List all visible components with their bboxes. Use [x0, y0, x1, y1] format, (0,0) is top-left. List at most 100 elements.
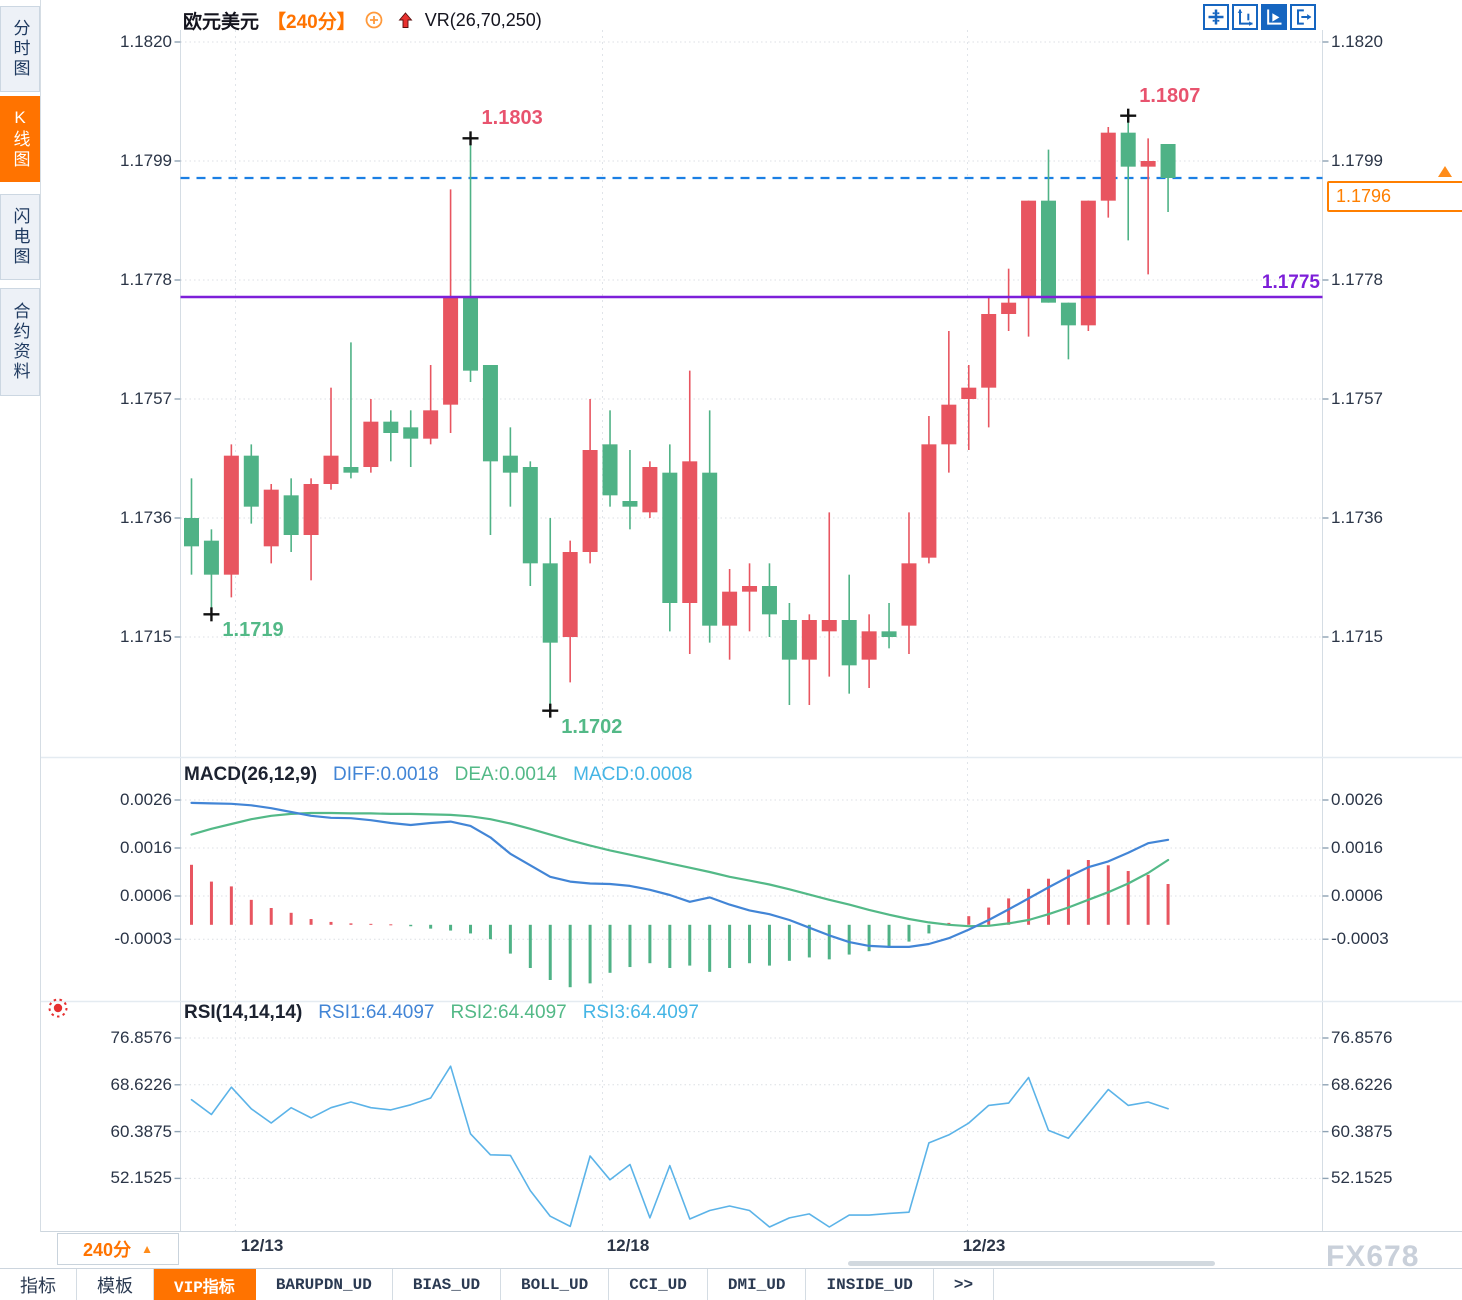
macd-histogram-bar — [449, 924, 453, 931]
macd-histogram-bar — [867, 924, 871, 952]
candle-body — [243, 455, 259, 507]
sidebar-item-contract-info[interactable]: 合约资料 — [0, 288, 40, 396]
macd-histogram-bar — [807, 924, 811, 958]
macd-histogram-bar — [987, 907, 991, 925]
candle-body — [961, 387, 977, 400]
candle-body — [562, 552, 578, 638]
sidebar-item-kline-chart[interactable]: K线图 — [0, 96, 40, 182]
period-selector-label: 240分 — [83, 1240, 132, 1260]
macd-histogram-bar — [648, 924, 652, 964]
candle-body — [781, 620, 797, 660]
sidebar-item-flash-chart[interactable]: 闪电图 — [0, 194, 40, 280]
candle-body — [303, 484, 319, 536]
macd-tick-right: 0.0026 — [1331, 790, 1383, 809]
price-tick-left: 1.1736 — [120, 508, 172, 527]
indicator-tab-bar: 指标 模板 VIP指标 BARUPDN_UD BIAS_UD BOLL_UD CCI_UD D… — [0, 1268, 1462, 1300]
candle-body — [742, 586, 758, 592]
axis-scale-icon[interactable] — [1232, 4, 1258, 30]
candle-body — [1140, 161, 1156, 167]
symbol-title: 欧元美元 — [183, 11, 260, 33]
circle-plus-icon[interactable] — [364, 10, 384, 30]
tab-dmi-ud[interactable]: DMI_UD — [707, 1269, 807, 1300]
macd-histogram-bar — [289, 912, 293, 925]
rsi-tick-left: 60.3875 — [110, 1121, 172, 1141]
tab-boll-ud[interactable]: BOLL_UD — [501, 1269, 610, 1300]
candle-body — [582, 450, 598, 553]
macd-diff-value: DIFF:0.0018 — [333, 764, 439, 785]
candle-body — [941, 404, 957, 445]
tab-指标[interactable]: 指标 — [0, 1269, 77, 1300]
price-annotation: 1.1702 — [561, 715, 623, 738]
date-tick: 12/13 — [240, 1236, 284, 1255]
rsi-name: RSI(14,14,14) — [184, 1002, 303, 1023]
candle-body — [403, 427, 419, 439]
macd-histogram-bar — [927, 924, 931, 934]
macd-histogram-bar — [827, 924, 831, 960]
candle-body — [184, 518, 199, 547]
jump-latest-icon[interactable] — [1290, 4, 1316, 30]
macd-histogram-bar — [349, 923, 353, 925]
macd-tick-right: 0.0006 — [1331, 886, 1383, 905]
pan-crosshair-icon[interactable] — [1203, 4, 1229, 30]
sidebar-divider — [40, 0, 41, 1232]
candle-body — [343, 467, 359, 473]
candle-body — [881, 631, 897, 638]
tab-barupdn-ud[interactable]: BARUPDN_UD — [255, 1269, 393, 1300]
price-tick-left: 1.1778 — [120, 270, 172, 289]
candle-body — [1160, 144, 1176, 179]
candle-body — [443, 297, 459, 405]
macd-histogram-bar — [1027, 888, 1031, 925]
macd-histogram-bar — [209, 881, 213, 925]
price-tick-right: 1.1736 — [1331, 508, 1383, 527]
candle-body — [1021, 200, 1037, 298]
macd-histogram-bar — [688, 924, 692, 966]
tab-vip指标[interactable]: VIP指标 — [154, 1269, 256, 1300]
candle-body — [1060, 302, 1076, 326]
rsi-header: RSI(14,14,14) RSI1:64.4097 RSI2:64.4097 … — [184, 1002, 699, 1024]
macd-dea-value: DEA:0.0014 — [454, 764, 558, 785]
macd-tick-left: -0.0003 — [114, 929, 172, 949]
price-up-triangle-icon — [1438, 166, 1452, 177]
sidebar-item-time-chart[interactable]: 分时图 — [0, 6, 40, 92]
macd-histogram-bar — [429, 924, 433, 929]
period-selector[interactable]: 240分 ▲ — [57, 1233, 179, 1265]
tab-模板[interactable]: 模板 — [77, 1269, 154, 1300]
candle-body — [223, 455, 239, 575]
macd-histogram-bar — [329, 921, 333, 925]
macd-histogram-bar — [668, 924, 672, 968]
tab-cci-ud[interactable]: CCI_UD — [609, 1269, 708, 1300]
macd-histogram-bar — [249, 899, 253, 925]
chart-horizontal-scrollbar[interactable] — [848, 1261, 1215, 1266]
macd-histogram-bar — [1106, 865, 1110, 925]
macd-histogram-bar — [568, 924, 572, 988]
price-tick-left: 1.1757 — [120, 389, 172, 408]
date-tick: 12/23 — [962, 1236, 1006, 1255]
macd-histogram-bar — [628, 924, 632, 968]
price-tick-right: 1.1778 — [1331, 270, 1383, 289]
price-tick-left: 1.1715 — [120, 627, 172, 646]
macd-histogram-bar — [190, 864, 193, 925]
macd-histogram-bar — [528, 924, 532, 968]
indicator-settings-sun-icon[interactable] — [44, 994, 72, 1027]
macd-histogram-bar — [1046, 878, 1050, 925]
indicator-title: VR(26,70,250) — [424, 9, 542, 30]
tab-inside-ud[interactable]: INSIDE_UD — [806, 1269, 934, 1300]
tab--[interactable]: >> — [933, 1269, 995, 1300]
candle-body — [821, 620, 837, 632]
candle-body — [1080, 200, 1096, 326]
period-selector-arrow-icon: ▲ — [141, 1242, 153, 1256]
rsi-tick-right: 60.3875 — [1331, 1121, 1393, 1141]
macd-tick-right: -0.0003 — [1331, 929, 1389, 949]
rsi-line — [190, 1065, 1169, 1228]
tab-bias-ud[interactable]: BIAS_UD — [392, 1269, 502, 1300]
macd-histogram-bar — [1146, 874, 1150, 925]
macd-histogram-bar — [488, 924, 492, 940]
macd-histogram-bar — [1066, 869, 1070, 925]
macd-histogram-bar — [708, 924, 712, 972]
candle-body — [861, 631, 877, 660]
play-axis-icon[interactable] — [1261, 4, 1287, 30]
candle-body — [522, 467, 538, 564]
candle-body — [1001, 302, 1017, 315]
candle-body — [502, 455, 518, 473]
